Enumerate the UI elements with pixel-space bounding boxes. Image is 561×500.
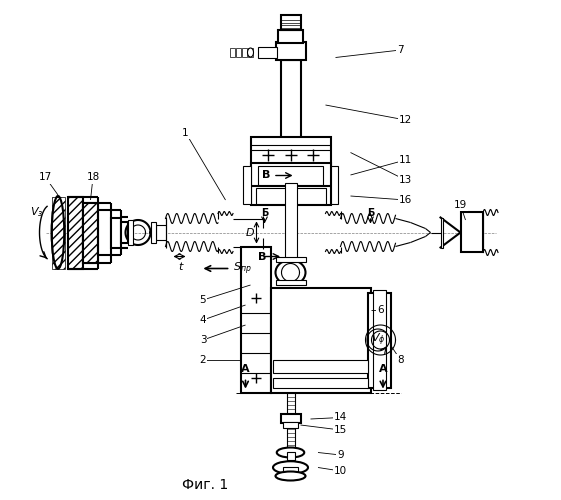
Bar	[275, 42, 306, 60]
Bar	[121, 222, 128, 242]
Text: $V_\phi$: $V_\phi$	[371, 332, 385, 348]
Text: 5: 5	[200, 295, 206, 305]
Bar	[280, 414, 301, 422]
Bar	[280, 15, 301, 30]
Text: 11: 11	[399, 155, 412, 165]
Text: A: A	[379, 364, 387, 374]
Text: 16: 16	[399, 195, 412, 205]
Text: 9: 9	[337, 450, 344, 460]
Bar	[278, 30, 303, 42]
Bar	[440, 218, 443, 248]
Bar	[230, 48, 235, 56]
Bar	[251, 138, 330, 165]
Bar	[275, 280, 306, 285]
Bar	[255, 188, 325, 204]
Ellipse shape	[52, 196, 65, 269]
Text: 14: 14	[334, 412, 347, 422]
Bar	[83, 202, 98, 262]
Text: В: В	[258, 252, 266, 262]
Bar	[242, 48, 247, 56]
Bar	[258, 48, 277, 58]
Bar	[287, 232, 295, 252]
Bar	[98, 210, 111, 255]
Text: 18: 18	[86, 172, 100, 182]
Ellipse shape	[247, 48, 254, 57]
Text: 4: 4	[200, 315, 206, 325]
Bar	[280, 60, 301, 140]
Bar	[251, 164, 330, 188]
Bar	[283, 466, 298, 474]
Text: Фиг. 1: Фиг. 1	[182, 478, 229, 492]
Ellipse shape	[275, 472, 306, 480]
Bar	[275, 256, 306, 262]
Text: 1: 1	[182, 128, 189, 138]
Bar	[373, 290, 385, 390]
Bar	[241, 248, 270, 392]
Text: t: t	[178, 262, 183, 272]
Text: 15: 15	[334, 425, 347, 435]
Text: 6: 6	[377, 305, 384, 315]
Bar	[330, 166, 338, 203]
Text: 7: 7	[397, 45, 404, 55]
Bar	[68, 196, 83, 268]
Bar	[273, 360, 368, 372]
Bar	[83, 202, 98, 262]
Bar	[258, 166, 323, 185]
Text: Б: Б	[367, 208, 374, 218]
Text: $S_{пр}$: $S_{пр}$	[233, 260, 252, 276]
Text: 19: 19	[454, 200, 467, 210]
Bar	[251, 186, 330, 205]
Text: 13: 13	[399, 175, 412, 185]
Ellipse shape	[275, 260, 306, 285]
Text: A: A	[241, 364, 250, 374]
Bar	[111, 218, 121, 248]
Text: D: D	[246, 228, 255, 237]
Bar	[368, 292, 390, 388]
Text: 8: 8	[397, 355, 404, 365]
Bar	[283, 422, 298, 428]
Bar	[83, 202, 98, 262]
Text: 12: 12	[399, 115, 412, 125]
Bar	[236, 48, 241, 56]
Bar	[287, 392, 295, 450]
Text: 10: 10	[334, 466, 347, 476]
Text: Б: Б	[261, 208, 268, 218]
Bar	[284, 182, 297, 258]
Bar	[52, 196, 65, 268]
Bar	[461, 212, 483, 252]
Text: 2: 2	[200, 355, 206, 365]
Text: В: В	[262, 170, 270, 180]
Bar	[248, 48, 253, 56]
Bar	[243, 166, 251, 203]
Ellipse shape	[277, 448, 304, 458]
Text: $V_з$: $V_з$	[30, 206, 44, 220]
Ellipse shape	[273, 461, 308, 474]
Bar	[128, 220, 133, 245]
Bar	[150, 222, 155, 242]
Bar	[155, 225, 165, 240]
Text: 3: 3	[200, 335, 206, 345]
Bar	[273, 378, 368, 388]
Bar	[270, 288, 370, 393]
Text: 17: 17	[39, 172, 52, 182]
Bar	[287, 452, 295, 460]
